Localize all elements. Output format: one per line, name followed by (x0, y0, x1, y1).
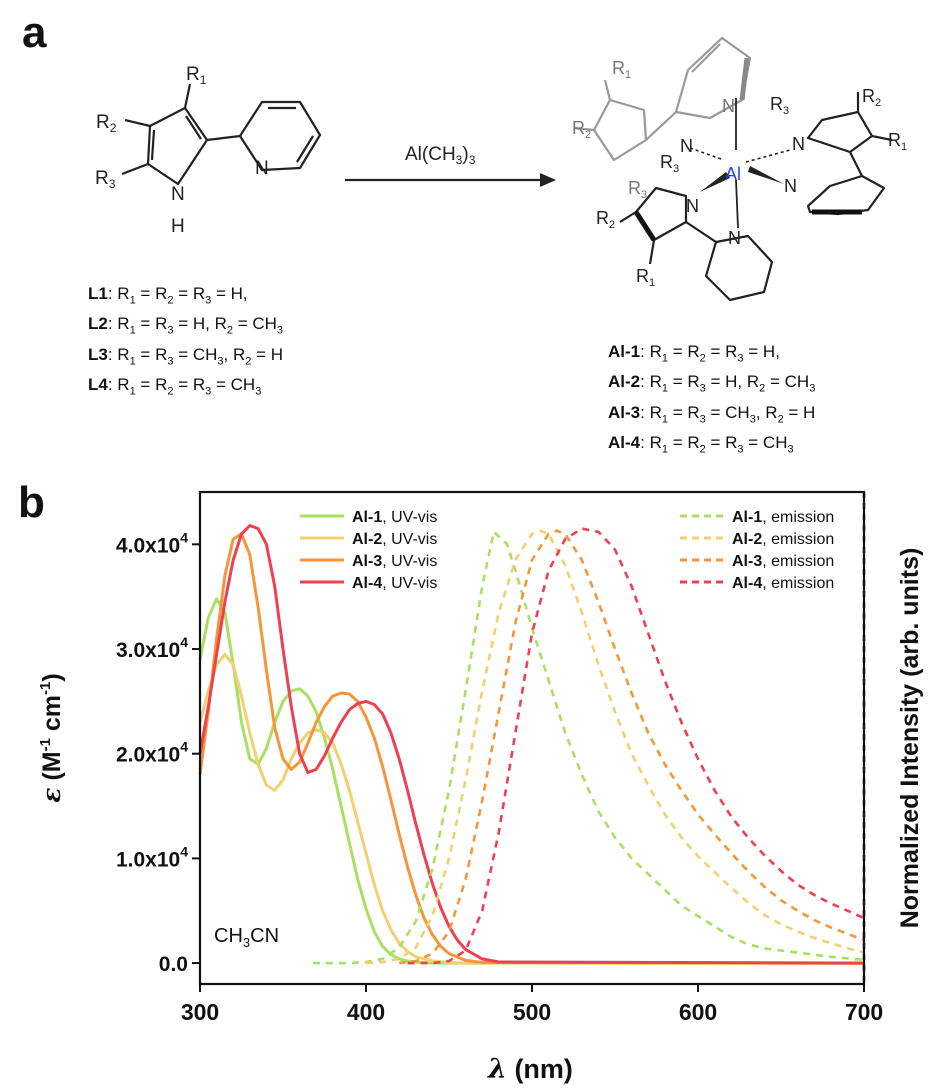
ligand-definition: L1: R1 = R2 = R3 = H, (88, 284, 248, 307)
ligand-nh-h: H (171, 216, 185, 237)
series-line (312, 530, 865, 965)
y-tick-label: 3.0x104 (116, 634, 188, 662)
complex-definition: Al-3: R1 = R3 = CH3, R2 = H (608, 402, 816, 426)
ligand-nh-n: N (171, 184, 185, 205)
complex-r3-right: R3 (770, 94, 789, 117)
legend-entry: Al-1, emission (732, 509, 834, 526)
ligand-pyridine-ring (238, 100, 322, 172)
complex-structure (573, 36, 893, 302)
complex-r3-bottom: R3 (628, 178, 647, 201)
x-tick-label: 300 (181, 999, 219, 1025)
reaction-scheme: R1 R2 R3 N H N Al(CH3)3 (95, 36, 907, 302)
complex-n-right: N (792, 134, 805, 154)
reagent-label: Al(CH3)3 (405, 144, 476, 167)
series-line (198, 652, 864, 965)
complex-definition: Al-2: R1 = R3 = H, R2 = CH3 (608, 372, 816, 395)
complex-definition: Al-4: R1 = R2 = R3 = CH3 (608, 433, 794, 456)
complex-r2-right: R2 (862, 86, 881, 109)
legend-entry: Al-1, UV-vis (352, 509, 437, 526)
y-tick-label: 1.0x104 (116, 843, 188, 871)
legend-entry: Al-2, UV-vis (352, 531, 437, 548)
legend: Al-1, UV-vis Al-2, UV-vis Al-3, UV-vis Al-4… (300, 509, 834, 592)
series-line (399, 529, 865, 965)
ligand-r3: R3 (95, 168, 116, 191)
complex-n-left: N (680, 136, 693, 156)
complex-n-bottom-py: N (728, 228, 741, 248)
ligand-pyridine-n: N (255, 158, 269, 179)
y-tick-label: 0.0 (159, 953, 188, 976)
complex-r1-right: R1 (888, 130, 907, 153)
y-tick-label: 2.0x104 (116, 739, 188, 767)
ligand-pyrrole-ring (146, 106, 209, 186)
series-line (198, 524, 865, 965)
y2-axis-label: Normalized Intensity (arb. units) (896, 548, 924, 929)
legend-entry: Al-4, emission (732, 575, 834, 592)
complex-definition: Al-1: R1 = R2 = R3 = H, (608, 342, 780, 365)
x-tick-label: 500 (513, 999, 551, 1025)
complex-n-bottom: N (686, 196, 699, 216)
complex-metal: Al (725, 164, 741, 184)
solvent-label: CH3CN (214, 925, 279, 950)
plot-series (198, 524, 865, 965)
ligand-r1: R1 (186, 64, 207, 87)
complex-r1-bottom: R1 (636, 266, 655, 289)
legend-entry: Al-4, UV-vis (352, 575, 437, 592)
complex-n-right-py: N (784, 176, 797, 196)
ligand-definition: L4: R1 = R2 = R3 = CH3 (88, 375, 262, 398)
y-axis-label: ε (M-1 cm-1) (37, 673, 66, 802)
x-tick-label: 400 (347, 999, 385, 1025)
panel-b-label: b (18, 478, 45, 527)
y-tick-label: 4.0x104 (116, 529, 188, 557)
complex-r1-top: R1 (612, 58, 631, 81)
series-line (365, 529, 865, 965)
series-line (198, 597, 864, 965)
ligand-definition: L3: R1 = R3 = CH3, R2 = H (88, 344, 284, 368)
legend-entry: Al-3, emission (732, 553, 834, 570)
y-axis-ticks: 0.0 1.0x104 2.0x104 3.0x104 4.0x104 (116, 529, 200, 976)
legend-entry: Al-2, emission (732, 531, 834, 548)
complex-definition-list: Al-1: R1 = R2 = R3 = H, Al-2: R1 = R3 = … (608, 340, 815, 462)
x-axis-ticks: 300 400 500 600 700 (181, 984, 883, 1025)
ligand-definition-list: L1: R1 = R2 = R3 = H, L2: R1 = R3 = H, R… (88, 282, 283, 404)
panel-a-label: a (22, 8, 47, 57)
ligand-definition: L2: R1 = R3 = H, R2 = CH3 (88, 314, 284, 337)
complex-n-top: N (722, 96, 735, 116)
legend-entry: Al-3, UV-vis (352, 553, 437, 570)
x-tick-label: 600 (679, 999, 717, 1025)
complex-r2-bottom: R2 (596, 208, 615, 231)
x-tick-label: 700 (845, 999, 883, 1025)
ligand-r2: R2 (96, 112, 117, 135)
complex-r2-top: R2 (572, 118, 591, 141)
spectra-chart: 300 400 500 600 700 0.0 1.0x104 2.0x104 3.0x104… (37, 490, 924, 1085)
complex-r3-top: R3 (660, 152, 679, 175)
x-axis-label: λ (nm) (487, 1054, 573, 1085)
series-line (407, 527, 865, 965)
